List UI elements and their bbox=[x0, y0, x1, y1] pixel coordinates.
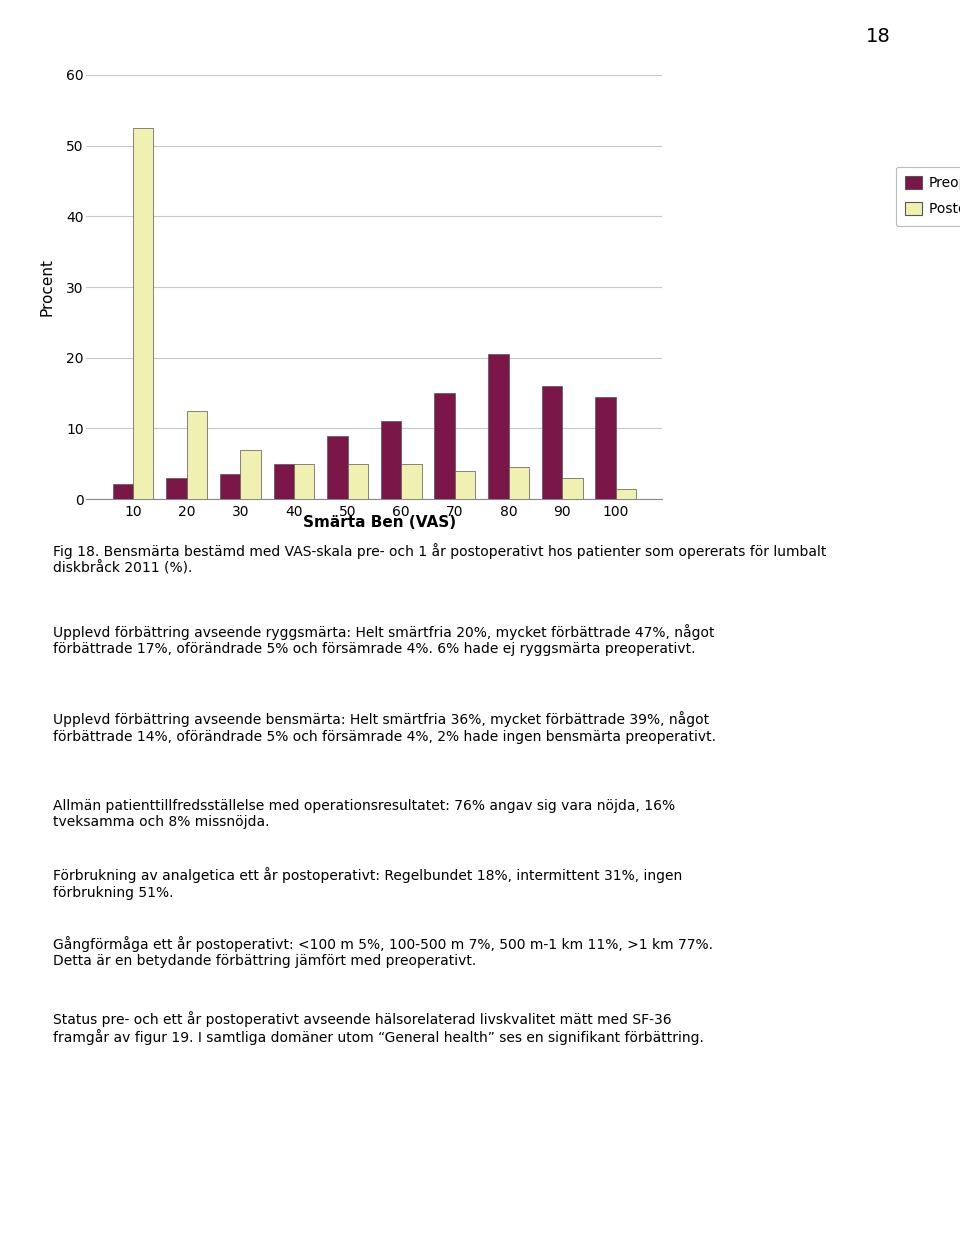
Text: 18: 18 bbox=[866, 27, 891, 46]
Bar bbox=[509, 468, 529, 499]
Bar bbox=[220, 474, 240, 499]
Bar bbox=[435, 393, 455, 499]
Bar bbox=[455, 470, 475, 499]
Text: Förbrukning av analgetica ett år postoperativt: Regelbundet 18%, intermittent 31: Förbrukning av analgetica ett år postope… bbox=[53, 867, 682, 900]
Bar bbox=[488, 354, 509, 499]
Bar bbox=[274, 464, 294, 499]
Text: Upplevd förbättring avseende ryggsmärta: Helt smärtfria 20%, mycket förbättrade : Upplevd förbättring avseende ryggsmärta:… bbox=[53, 624, 714, 656]
Bar bbox=[133, 129, 154, 499]
Bar bbox=[401, 464, 421, 499]
Bar bbox=[381, 422, 401, 499]
Text: Upplevd förbättring avseende bensmärta: Helt smärtfria 36%, mycket förbättrade 3: Upplevd förbättring avseende bensmärta: … bbox=[53, 711, 716, 744]
Bar bbox=[615, 489, 636, 499]
Text: Gångförmåga ett år postoperativt: <100 m 5%, 100-500 m 7%, 500 m-1 km 11%, >1 km: Gångförmåga ett år postoperativt: <100 m… bbox=[53, 936, 712, 968]
Bar bbox=[327, 436, 348, 499]
Bar bbox=[166, 478, 186, 499]
Text: Allmän patienttillfredsställelse med operationsresultatet: 76% angav sig vara nö: Allmän patienttillfredsställelse med ope… bbox=[53, 799, 675, 829]
Y-axis label: Procent: Procent bbox=[40, 258, 55, 316]
Bar bbox=[348, 464, 368, 499]
Text: Fig 18. Bensmärta bestämd med VAS-skala pre- och 1 år postoperativt hos patiente: Fig 18. Bensmärta bestämd med VAS-skala … bbox=[53, 543, 827, 575]
Text: Status pre- och ett år postoperativt avseende hälsorelaterad livskvalitet mätt m: Status pre- och ett år postoperativt avs… bbox=[53, 1011, 704, 1046]
Bar bbox=[186, 411, 207, 499]
Legend: Preop, Postop 1år: Preop, Postop 1år bbox=[896, 167, 960, 226]
Bar bbox=[563, 478, 583, 499]
Bar bbox=[112, 484, 133, 499]
Text: Smärta Ben (VAS): Smärta Ben (VAS) bbox=[302, 515, 456, 530]
Bar bbox=[595, 397, 615, 499]
Bar bbox=[294, 464, 314, 499]
Bar bbox=[240, 449, 261, 499]
Bar bbox=[541, 386, 563, 499]
